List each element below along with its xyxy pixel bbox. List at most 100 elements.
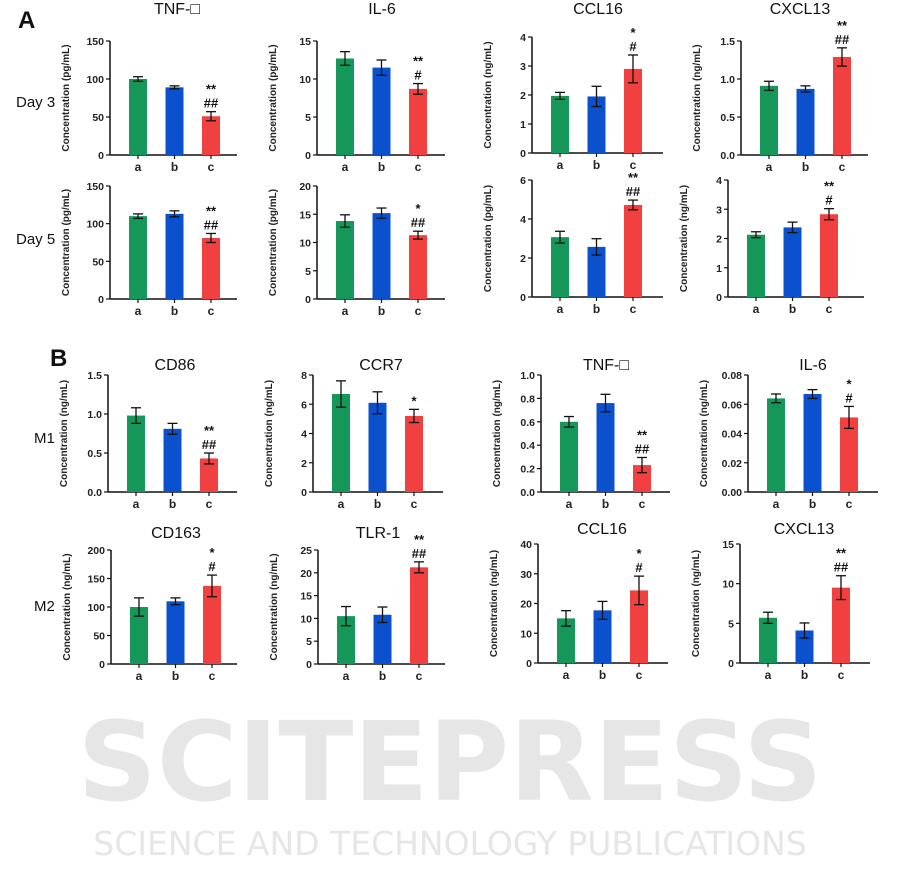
y-tick-label: 10 — [520, 628, 532, 640]
y-tick-label: 0.02 — [722, 458, 743, 470]
chart-panel: TNF-□ Concentration (ng/mL) 0.0 0.2 0.4 0.6 0.… — [492, 357, 670, 511]
bar-a — [332, 394, 350, 492]
y-tick-label: 0.08 — [722, 370, 743, 382]
x-tick-label: a — [563, 668, 570, 682]
bar-b — [373, 614, 392, 664]
bar-b — [165, 87, 184, 155]
x-tick-label: c — [206, 497, 213, 511]
significance-marker: * # — [635, 546, 643, 575]
y-tick-label: 15 — [299, 36, 311, 48]
chart-title: IL-6 — [368, 1, 396, 18]
y-tick-label: 5 — [305, 266, 311, 278]
significance-marker: ** ## — [204, 203, 219, 232]
chart-panel: CCR7 Concentration (ng/mL) 0 2 4 6 8 a b c * — [264, 357, 443, 511]
x-tick-label: a — [135, 304, 142, 318]
y-tick-label: 0 — [99, 659, 105, 671]
bar-b — [796, 88, 815, 155]
y-tick-label: 1 — [716, 263, 722, 275]
significance-marker: * ## — [411, 201, 426, 230]
chart-panel: TNF-□ Concentration (pg/mL) 0 50 100 150 a b c **… — [61, 1, 237, 174]
y-tick-label: 0.00 — [722, 487, 743, 499]
y-tick-label: 0 — [520, 148, 526, 160]
chart-title: CCL16 — [573, 1, 623, 18]
chart-panel: Concentration (pg/mL) 0 5 10 15 20 a b c * ## — [268, 181, 445, 318]
y-tick-label: 0.0 — [720, 150, 735, 162]
x-tick-label: a — [136, 669, 143, 683]
x-tick-label: b — [602, 497, 609, 511]
x-tick-label: a — [343, 669, 350, 683]
chart-title: CXCL13 — [770, 1, 831, 18]
bar-c — [202, 116, 220, 155]
y-tick-label: 0 — [306, 659, 312, 671]
x-tick-label: c — [636, 668, 643, 682]
x-tick-label: b — [789, 302, 796, 316]
y-axis-label: Concentration (ng/mL) — [489, 550, 500, 657]
y-tick-label: 0.2 — [520, 464, 535, 476]
significance-marker: ** ## — [204, 82, 219, 111]
bar-b — [803, 394, 822, 492]
y-tick-label: 0.06 — [722, 399, 743, 411]
y-tick-label: 5 — [728, 618, 734, 630]
y-axis-label: Concentration (pg/mL) — [268, 189, 279, 296]
significance-marker: ** ## — [834, 546, 849, 575]
x-tick-label: b — [593, 302, 600, 316]
y-tick-label: 0 — [305, 294, 311, 306]
x-tick-label: a — [557, 158, 564, 172]
y-tick-label: 0.8 — [520, 393, 535, 405]
y-axis-label: Concentration (ng/mL) — [679, 185, 690, 292]
x-tick-label: c — [208, 304, 215, 318]
y-tick-label: 0 — [526, 658, 532, 670]
y-tick-label: 150 — [86, 181, 104, 193]
y-tick-label: 0.4 — [520, 440, 535, 452]
x-tick-label: b — [378, 304, 385, 318]
chart-title: CCL16 — [577, 521, 627, 538]
significance-marker: * # — [208, 545, 216, 574]
bar-b — [587, 246, 606, 297]
y-tick-label: 20 — [300, 568, 312, 580]
y-tick-label: 0 — [98, 150, 104, 162]
x-tick-label: c — [630, 302, 637, 316]
chart-title: TLR-1 — [356, 525, 401, 542]
y-tick-label: 5 — [306, 636, 312, 648]
chart-title: CD86 — [155, 357, 196, 374]
significance-marker: ** # — [824, 179, 835, 208]
y-axis-label: Concentration (ng/mL) — [699, 380, 710, 487]
chart-panel: Concentration (pg/mL) 0 2 4 6 a b c ** ## — [483, 170, 663, 316]
significance-marker: ** ## — [635, 427, 650, 456]
y-tick-label: 50 — [92, 256, 104, 268]
y-tick-label: 20 — [299, 181, 311, 193]
y-tick-label: 1.0 — [87, 409, 102, 421]
row-label-day5: Day 5 — [16, 231, 55, 248]
y-tick-label: 10 — [300, 613, 312, 625]
x-tick-label: b — [379, 669, 386, 683]
row-label-day3: Day 3 — [16, 94, 55, 111]
y-axis-label: Concentration (ng/mL) — [691, 550, 702, 657]
bar-b — [783, 227, 802, 297]
x-tick-label: a — [342, 304, 349, 318]
y-tick-label: 0 — [305, 150, 311, 162]
x-tick-label: a — [557, 302, 564, 316]
row-label-m1: M1 — [34, 430, 55, 447]
bar-c — [409, 88, 427, 155]
y-tick-label: 15 — [722, 539, 734, 551]
bar-c — [630, 590, 648, 663]
x-tick-label: a — [342, 160, 349, 174]
y-tick-label: 25 — [300, 545, 312, 557]
y-axis-label: Concentration (ng/mL) — [62, 553, 73, 660]
bar-b — [368, 402, 387, 492]
bar-a — [127, 415, 145, 492]
bar-c — [405, 415, 423, 492]
y-tick-label: 2 — [520, 90, 526, 102]
chart-panel: CD163 Concentration (ng/mL) 0 50 100 150 200 a b… — [62, 525, 237, 683]
y-tick-label: 2 — [716, 234, 722, 246]
y-axis-label: Concentration (ng/mL) — [264, 380, 275, 487]
chart-title: CXCL13 — [774, 521, 835, 538]
bar-c — [202, 237, 220, 299]
x-tick-label: a — [753, 302, 760, 316]
y-tick-label: 3 — [716, 204, 722, 216]
x-tick-label: a — [133, 497, 140, 511]
chart-panel: CCL16 Concentration (ng/mL) 0 10 20 30 40 a b c * # — [489, 521, 668, 682]
y-tick-label: 0 — [728, 658, 734, 670]
chart-panel: Concentration (pg/mL) 0 50 100 150 a b c ** ## — [61, 181, 237, 318]
y-tick-label: 100 — [86, 74, 104, 86]
